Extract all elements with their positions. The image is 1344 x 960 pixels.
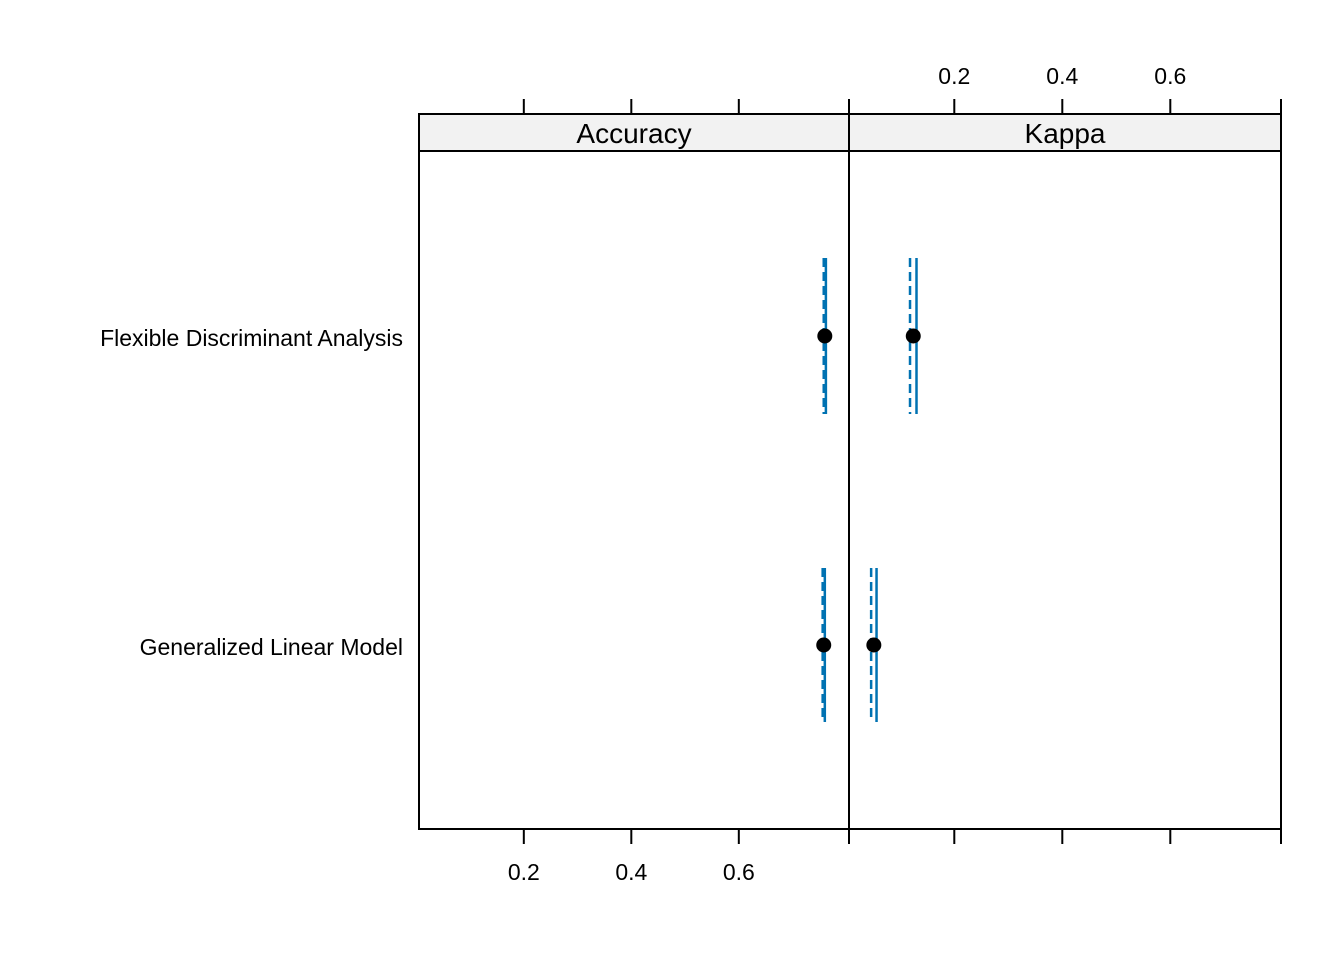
accuracy-bottom-tick-label: 0.6 <box>723 859 755 885</box>
y-axis-label: Generalized Linear Model <box>140 634 403 660</box>
kappa-top-tick-label: 0.4 <box>1046 63 1078 89</box>
estimate-point <box>866 637 882 653</box>
strip-label-kappa: Kappa <box>1025 118 1106 149</box>
estimate-point <box>816 637 832 653</box>
accuracy-bottom-tick-label: 0.4 <box>615 859 647 885</box>
strip-kappa <box>848 113 1282 152</box>
estimate-point <box>817 328 833 344</box>
kappa-top-tick-label: 0.6 <box>1154 63 1186 89</box>
strip-label-accuracy: Accuracy <box>576 118 691 149</box>
y-axis-label: Flexible Discriminant Analysis <box>100 325 403 351</box>
estimate-point <box>905 328 921 344</box>
kappa-top-tick-label: 0.2 <box>938 63 970 89</box>
panel-1-background <box>849 114 1281 829</box>
panel-1-frame <box>848 113 1282 830</box>
accuracy-bottom-tick-label: 0.2 <box>508 859 540 885</box>
panel-0-background <box>419 114 849 829</box>
